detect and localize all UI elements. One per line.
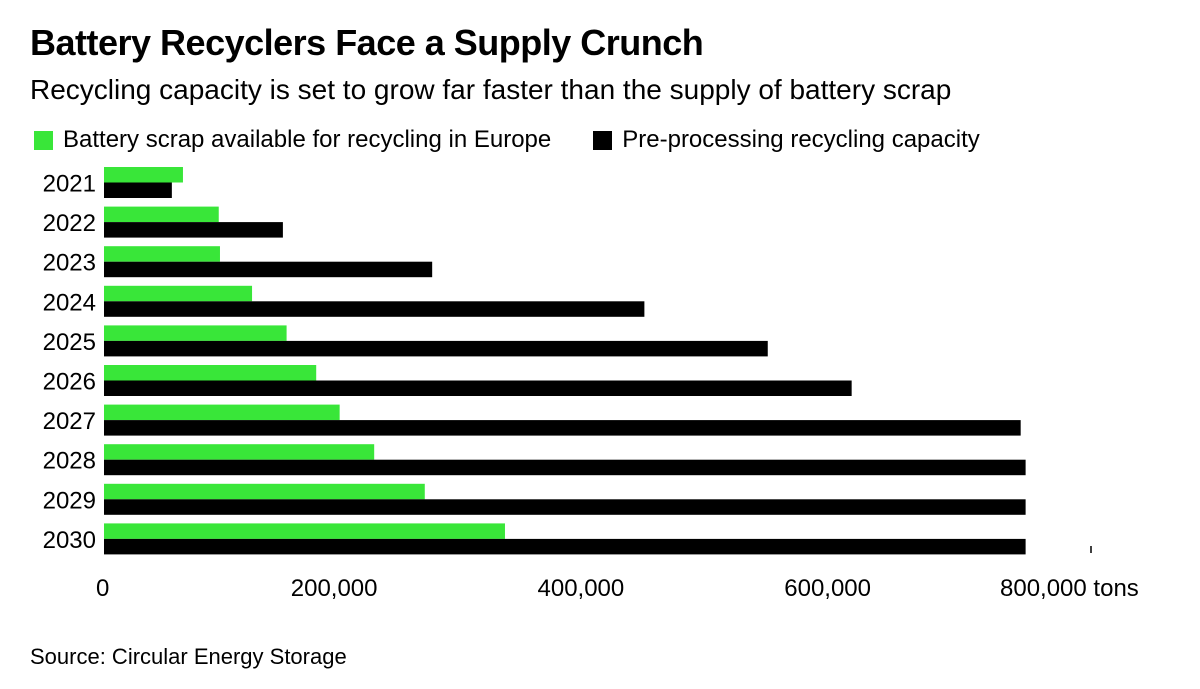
- bar-scrap-2028: [104, 444, 375, 460]
- bar-capacity-2024: [104, 301, 645, 317]
- y-tick-label: 2027: [43, 408, 96, 435]
- legend-label-scrap: Battery scrap available for recycling in…: [63, 126, 552, 153]
- bar-scrap-2024: [104, 285, 253, 302]
- legend-swatch-capacity: [593, 130, 613, 150]
- bar-capacity-2028: [104, 459, 1026, 476]
- bar-scrap-2025: [104, 325, 287, 341]
- legend-item-capacity: Pre-processing recycling capacity: [593, 126, 980, 154]
- x-tick-label: 600,000: [784, 575, 871, 602]
- legend-label-capacity: Pre-processing recycling capacity: [622, 126, 980, 153]
- y-tick-label: 2023: [43, 250, 96, 277]
- bar-scrap-2027: [104, 404, 340, 421]
- bar-capacity-2026: [104, 380, 852, 396]
- chart-subtitle: Recycling capacity is set to grow far fa…: [30, 74, 952, 105]
- bar-capacity-2025: [104, 340, 768, 357]
- y-tick-label: 2021: [43, 171, 96, 198]
- y-tick-label: 2022: [43, 210, 96, 237]
- chart-title: Battery Recyclers Face a Supply Crunch: [30, 22, 704, 63]
- source-note: Source: Circular Energy Storage: [30, 644, 347, 669]
- legend-swatch-scrap: [34, 130, 53, 150]
- bar-scrap-2022: [104, 206, 219, 223]
- bar-scrap-2030: [104, 523, 505, 539]
- x-tick-label: 200,000: [291, 575, 378, 602]
- bar-capacity-2029: [104, 499, 1026, 515]
- y-tick-label: 2029: [43, 487, 96, 514]
- legend: Battery scrap available for recycling in…: [34, 124, 980, 156]
- bar-scrap-2026: [104, 365, 317, 381]
- y-tick-label: 2026: [43, 369, 96, 396]
- bar-capacity-2027: [104, 420, 1021, 436]
- x-tick-label: 400,000: [538, 575, 625, 602]
- x-tick-label: 800,000 tons: [1000, 575, 1139, 602]
- y-tick-label: 2025: [43, 329, 96, 356]
- bar-capacity-2023: [104, 261, 433, 278]
- bar-capacity-2021: [104, 182, 172, 198]
- bar-capacity-2030: [104, 538, 1026, 555]
- legend-item-scrap: Battery scrap available for recycling in…: [34, 126, 551, 154]
- bar-scrap-2021: [104, 167, 183, 183]
- y-tick-label: 2024: [43, 289, 96, 316]
- y-tick-label: 2030: [43, 527, 96, 554]
- y-tick-label: 2028: [43, 448, 96, 475]
- x-tick-label: 0: [96, 575, 109, 602]
- bar-scrap-2023: [104, 246, 220, 262]
- bar-scrap-2029: [104, 483, 425, 500]
- bar-capacity-2022: [104, 222, 283, 238]
